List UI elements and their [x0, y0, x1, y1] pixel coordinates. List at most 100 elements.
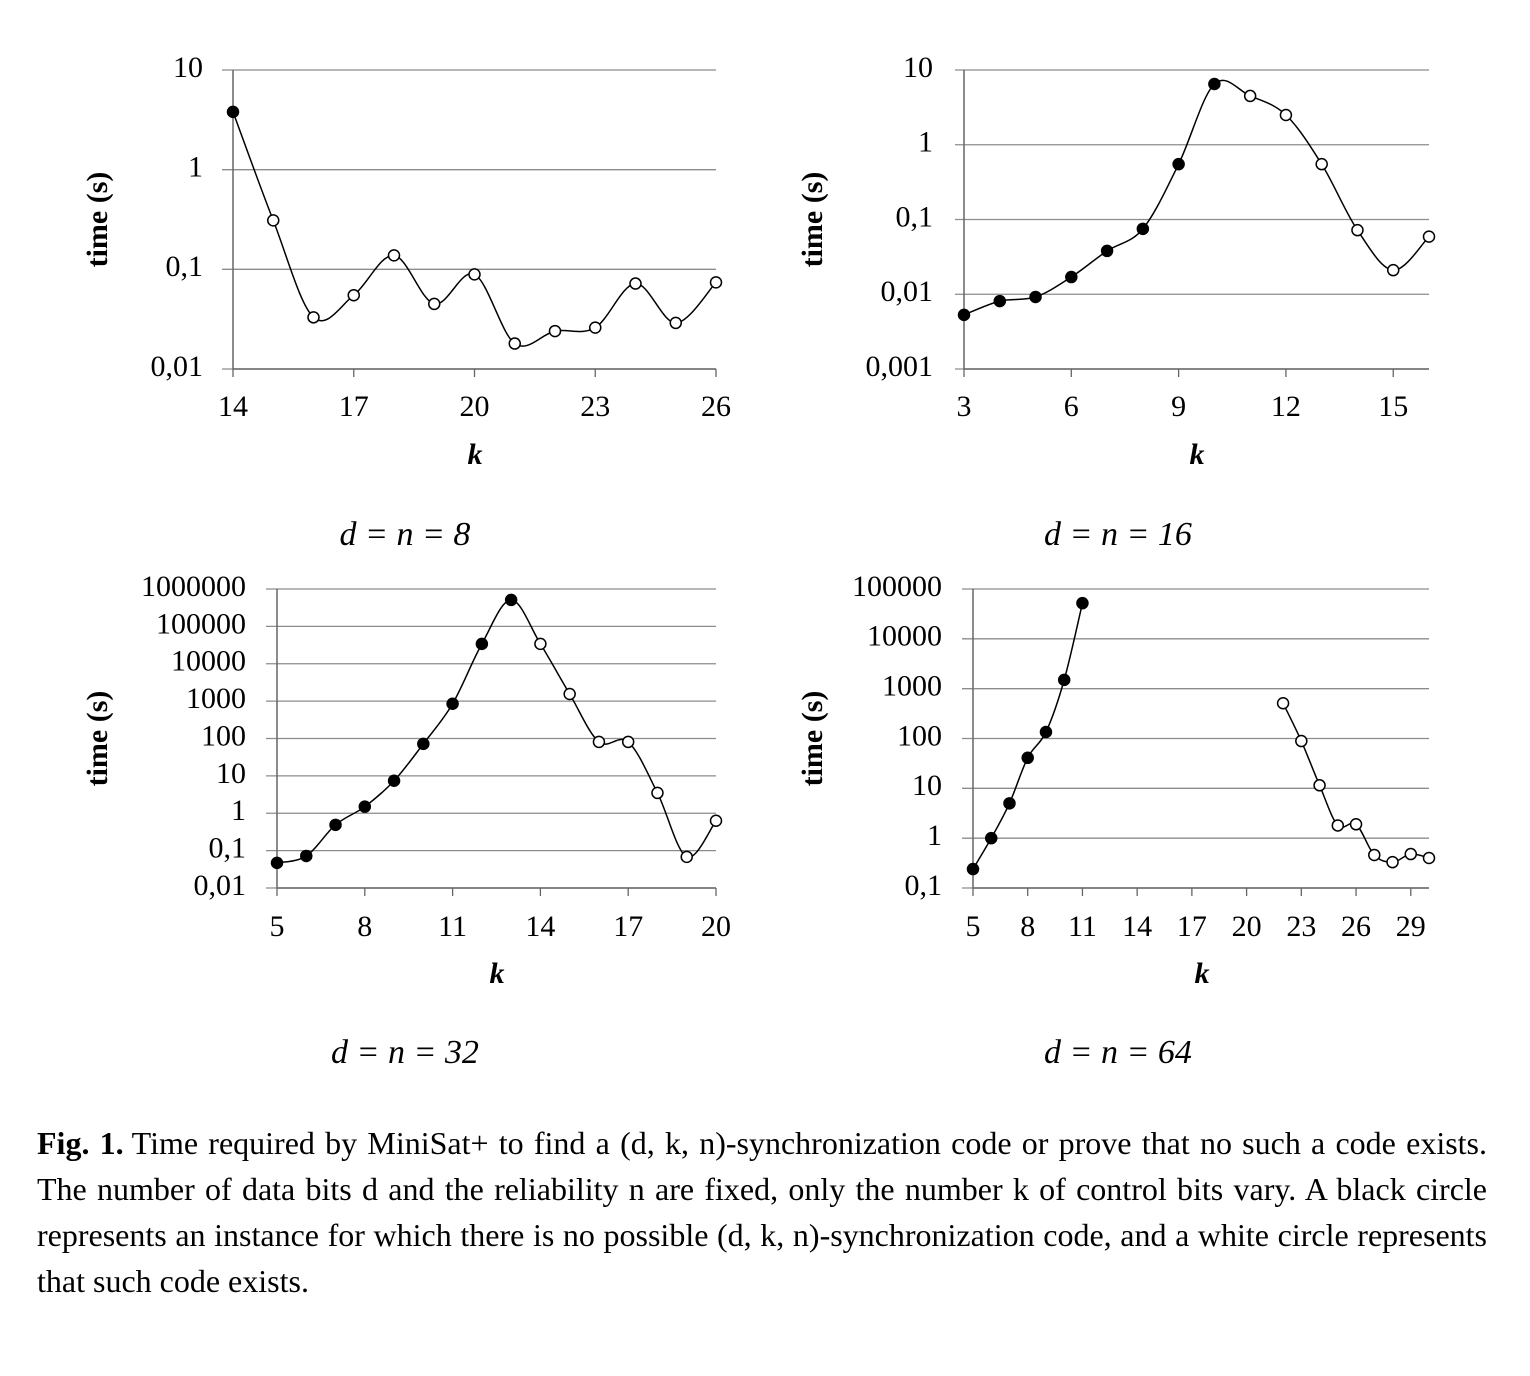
y-tick-label: 0,1	[209, 832, 247, 865]
data-point	[1349, 818, 1363, 831]
data-point	[993, 294, 1007, 308]
data-point	[417, 737, 430, 751]
caption-text: Time required by MiniSat+ to find a (d, …	[37, 1125, 1488, 1299]
y-tick-label: 1	[918, 126, 933, 159]
x-tick-label: 14	[525, 910, 555, 943]
data-point	[468, 268, 481, 281]
data-point	[1315, 157, 1328, 171]
y-tick-label: 1000	[186, 682, 246, 715]
data-point	[1029, 290, 1042, 304]
x-tick-label: 3	[957, 390, 972, 423]
y-tick-label: 100	[201, 719, 246, 752]
data-point	[1076, 596, 1089, 610]
data-point	[1136, 222, 1150, 236]
data-point	[1243, 89, 1257, 103]
data-point	[629, 277, 642, 290]
x-tick-label: 8	[357, 910, 372, 943]
data-point	[307, 311, 320, 324]
data-point	[504, 593, 518, 607]
y-tick-label: 1	[188, 151, 203, 184]
data-point	[1404, 847, 1418, 861]
y-axis-label: time (s)	[81, 172, 114, 268]
data-point	[1208, 77, 1221, 91]
data-line	[276, 599, 717, 864]
x-tick-label: 29	[1396, 910, 1426, 943]
y-tick-label: 1	[231, 794, 246, 827]
x-tick-label: 20	[701, 910, 731, 943]
x-axis-label: k	[1195, 957, 1210, 990]
data-point	[1065, 270, 1078, 284]
chart-subtitle: d = n = 8	[340, 516, 471, 553]
data-point	[1003, 797, 1016, 810]
data-point	[548, 324, 562, 338]
y-tick-label: 1	[927, 819, 942, 852]
data-point	[1313, 779, 1326, 792]
y-tick-label: 100	[897, 719, 942, 752]
x-tick-label: 17	[613, 910, 643, 943]
data-point	[669, 316, 682, 330]
y-tick-label: 0,001	[866, 350, 934, 383]
y-tick-label: 10000	[867, 620, 942, 653]
data-point	[387, 249, 401, 262]
data-point	[709, 814, 723, 827]
data-point	[1057, 673, 1071, 687]
data-point	[1021, 751, 1034, 765]
chart: 0,01 0,1 1 10 100 1000 10000 100000 1000000 5 8 11 1…	[81, 570, 731, 1071]
y-tick-label: 10	[912, 769, 942, 802]
caption-label: Fig. 1.	[37, 1125, 124, 1161]
y-tick-label: 10	[173, 51, 203, 84]
data-point	[1279, 108, 1293, 122]
data-point	[709, 276, 723, 289]
x-tick-label: 20	[460, 390, 490, 423]
data-point	[446, 697, 459, 711]
data-point	[1295, 734, 1308, 748]
data-point	[428, 297, 441, 311]
x-tick-label: 12	[1271, 390, 1301, 423]
data-point	[592, 735, 606, 749]
y-tick-label: 1000	[882, 670, 942, 703]
x-tick-label: 26	[1341, 910, 1371, 943]
data-point	[347, 288, 360, 302]
data-point	[1422, 230, 1436, 243]
x-tick-label: 11	[438, 910, 467, 943]
x-tick-label: 8	[1020, 910, 1035, 943]
chart-subtitle: d = n = 32	[331, 1034, 479, 1071]
x-tick-label: 26	[701, 390, 731, 423]
y-tick-label: 0,01	[151, 350, 204, 383]
data-point	[508, 337, 521, 350]
data-point	[1100, 244, 1114, 258]
y-tick-label: 10	[903, 51, 933, 84]
data-point	[267, 214, 280, 227]
data-point	[270, 856, 284, 870]
chart: 0,001 0,01 0,1 1 10 3 6 9 12 15 k time (s) d = n = 1…	[796, 51, 1436, 553]
y-tick-label: 10	[216, 757, 246, 790]
y-tick-label: 100000	[156, 607, 246, 640]
x-tick-label: 15	[1378, 390, 1408, 423]
x-axis-label: k	[490, 957, 505, 990]
x-tick-label: 6	[1064, 390, 1079, 423]
x-tick-label: 14	[1122, 910, 1152, 943]
y-tick-label: 100000	[852, 570, 942, 603]
data-point	[1368, 848, 1381, 862]
data-point	[680, 850, 693, 864]
y-axis-label: time (s)	[796, 691, 829, 787]
data-point	[300, 849, 313, 863]
data-point	[1386, 855, 1399, 869]
chart-subtitle: d = n = 64	[1044, 1034, 1192, 1071]
data-point	[984, 831, 998, 845]
y-tick-label: 0,1	[896, 200, 934, 233]
chart: 0,01 0,1 1 10 14 17 20 23 26 k time (s) d = n = 8	[81, 51, 731, 553]
data-point	[1276, 696, 1290, 710]
data-point	[329, 818, 342, 832]
data-point	[1351, 223, 1364, 237]
y-tick-label: 0,01	[881, 275, 934, 308]
x-tick-label: 17	[1177, 910, 1207, 943]
x-tick-label: 5	[966, 910, 981, 943]
data-point	[563, 687, 576, 701]
data-point	[475, 637, 489, 651]
y-tick-label: 10000	[171, 645, 246, 678]
x-tick-label: 5	[270, 910, 285, 943]
data-point	[589, 321, 602, 334]
